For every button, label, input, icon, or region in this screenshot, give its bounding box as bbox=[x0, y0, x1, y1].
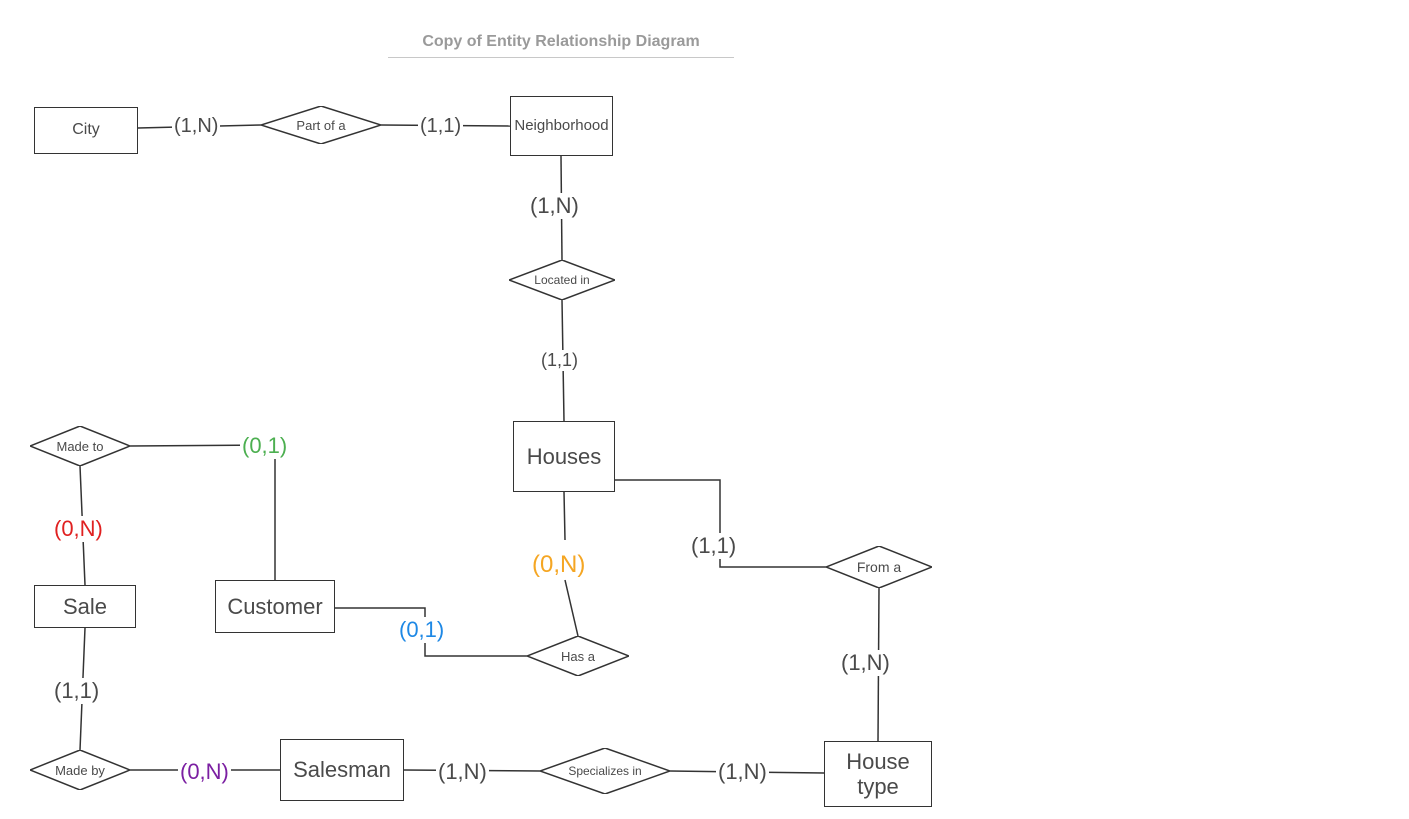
entity-label: Salesman bbox=[293, 757, 391, 782]
relationship-label: Made by bbox=[30, 750, 130, 790]
cardinality-c13: (1,N) bbox=[436, 759, 489, 785]
entity-neighborhood: Neighborhood bbox=[510, 96, 613, 156]
cardinality-c7: (0,N) bbox=[530, 551, 587, 579]
cardinality-c12: (0,N) bbox=[178, 759, 231, 785]
relationship-label: From a bbox=[826, 546, 932, 588]
diagram-title: Copy of Entity Relationship Diagram bbox=[388, 33, 734, 58]
relationship-label: Located in bbox=[509, 260, 615, 300]
cardinality-c10: (1,N) bbox=[839, 650, 892, 676]
entity-label: Sale bbox=[63, 594, 107, 619]
cardinality-c4: (1,1) bbox=[539, 350, 580, 371]
entity-label: Neighborhood bbox=[514, 117, 608, 134]
relationship-label: Has a bbox=[527, 636, 629, 676]
entity-customer: Customer bbox=[215, 580, 335, 633]
entity-houses: Houses bbox=[513, 421, 615, 492]
relationship-madeby: Made by bbox=[30, 750, 130, 790]
relationship-locatedin: Located in bbox=[509, 260, 615, 300]
cardinality-c11: (1,1) bbox=[52, 678, 101, 704]
entity-sale: Sale bbox=[34, 585, 136, 628]
entity-label: Houses bbox=[527, 444, 602, 469]
cardinality-c2: (1,1) bbox=[418, 115, 463, 138]
entity-label: City bbox=[72, 121, 100, 139]
relationship-hasa: Has a bbox=[527, 636, 629, 676]
entity-city: City bbox=[34, 107, 138, 154]
relationship-label: Part of a bbox=[261, 106, 381, 144]
cardinality-c6: (0,N) bbox=[52, 516, 105, 542]
cardinality-c9: (0,1) bbox=[397, 617, 446, 643]
entity-label: Housetype bbox=[846, 749, 910, 800]
cardinality-c3: (1,N) bbox=[528, 193, 581, 219]
relationship-label: Specializes in bbox=[540, 748, 670, 794]
cardinality-c8: (1,1) bbox=[689, 533, 738, 559]
relationship-froma: From a bbox=[826, 546, 932, 588]
entity-housetype: Housetype bbox=[824, 741, 932, 807]
relationship-partof: Part of a bbox=[261, 106, 381, 144]
cardinality-c1: (1,N) bbox=[172, 115, 220, 138]
relationship-madeto: Made to bbox=[30, 426, 130, 466]
entity-salesman: Salesman bbox=[280, 739, 404, 801]
relationship-specializes: Specializes in bbox=[540, 748, 670, 794]
relationship-label: Made to bbox=[30, 426, 130, 466]
cardinality-c14: (1,N) bbox=[716, 759, 769, 785]
cardinality-c5: (0,1) bbox=[240, 433, 289, 459]
entity-label: Customer bbox=[227, 594, 322, 619]
